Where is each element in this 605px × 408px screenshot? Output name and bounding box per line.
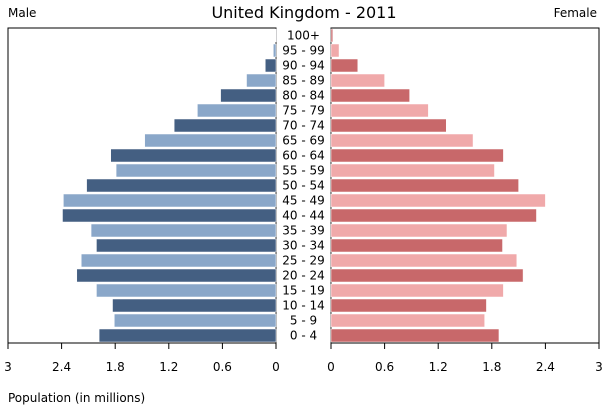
- male-bar-35-39: [90, 223, 277, 238]
- age-group-label: 15 - 19: [282, 284, 325, 298]
- x-tick-label: 0: [327, 360, 335, 374]
- x-tick-label: 3: [4, 360, 12, 374]
- chart-title: United Kingdom - 2011: [211, 3, 396, 22]
- x-tick-label: 1.2: [429, 360, 448, 374]
- age-group-label: 0 - 4: [290, 329, 317, 343]
- male-bar-5-9: [114, 313, 277, 328]
- female-panel: [330, 27, 600, 344]
- x-axis-ticks: 3 2.4 1.8 1.2 0.6 0 0 0.6 1.2 1.8 2.4 3: [4, 343, 603, 374]
- female-bar-10-14: [330, 298, 487, 313]
- female-label: Female: [554, 6, 597, 20]
- x-axis-label: Population (in millions): [8, 391, 145, 405]
- age-group-label: 30 - 34: [282, 239, 325, 253]
- female-bar-55-59: [330, 163, 495, 178]
- male-bar-0-4: [98, 328, 277, 343]
- male-bar-55-59: [115, 163, 277, 178]
- female-bar-95-99: [330, 43, 340, 58]
- x-tick-label: 0.6: [375, 360, 394, 374]
- female-bar-20-24: [330, 268, 524, 283]
- male-bar-30-34: [96, 238, 277, 253]
- male-label: Male: [8, 6, 36, 20]
- age-group-label: 70 - 74: [282, 119, 325, 133]
- male-bar-90-94: [265, 58, 277, 73]
- age-group-label: 65 - 69: [282, 134, 325, 148]
- age-group-label: 25 - 29: [282, 254, 325, 268]
- age-group-label: 95 - 99: [282, 44, 325, 58]
- age-group-label: 60 - 64: [282, 149, 325, 163]
- male-bar-85-89: [246, 73, 277, 88]
- x-tick-label: 0.6: [213, 360, 232, 374]
- age-group-label: 10 - 14: [282, 299, 325, 313]
- x-tick-label: 2.4: [52, 360, 71, 374]
- male-bar-40-44: [62, 208, 277, 223]
- male-bar-50-54: [86, 178, 277, 193]
- female-bar-65-69: [330, 133, 474, 148]
- female-bar-45-49: [330, 193, 546, 208]
- male-bar-100+: [275, 28, 277, 43]
- age-group-label: 55 - 59: [282, 164, 325, 178]
- age-group-label: 80 - 84: [282, 89, 325, 103]
- male-bar-10-14: [112, 298, 277, 313]
- age-group-label: 50 - 54: [282, 179, 325, 193]
- female-bar-75-79: [330, 103, 429, 118]
- x-tick-label: 2.4: [536, 360, 555, 374]
- age-group-label: 100+: [287, 29, 320, 43]
- age-group-label: 5 - 9: [290, 314, 317, 328]
- age-group-label: 35 - 39: [282, 224, 325, 238]
- female-bar-90-94: [330, 58, 359, 73]
- x-tick-label: 1.8: [482, 360, 501, 374]
- male-bar-15-19: [96, 283, 277, 298]
- female-bar-85-89: [330, 73, 385, 88]
- male-bar-95-99: [273, 43, 277, 58]
- male-bar-25-29: [81, 253, 277, 268]
- age-group-label: 45 - 49: [282, 194, 325, 208]
- female-bar-5-9: [330, 313, 485, 328]
- female-bar-60-64: [330, 148, 504, 163]
- male-bar-70-74: [173, 118, 277, 133]
- age-group-label: 20 - 24: [282, 269, 325, 283]
- male-bar-80-84: [220, 88, 277, 103]
- age-group-label: 90 - 94: [282, 59, 325, 73]
- male-bar-75-79: [197, 103, 277, 118]
- age-group-label: 85 - 89: [282, 74, 325, 88]
- female-bar-50-54: [330, 178, 519, 193]
- female-bar-80-84: [330, 88, 410, 103]
- x-tick-label: 3: [595, 360, 603, 374]
- male-bar-20-24: [76, 268, 277, 283]
- female-bar-30-34: [330, 238, 503, 253]
- male-bar-60-64: [110, 148, 277, 163]
- female-bar-25-29: [330, 253, 518, 268]
- age-group-label: 75 - 79: [282, 104, 325, 118]
- x-tick-label: 1.2: [159, 360, 178, 374]
- female-bar-35-39: [330, 223, 508, 238]
- x-tick-label: 0: [272, 360, 280, 374]
- female-bar-70-74: [330, 118, 447, 133]
- male-panel: [7, 27, 277, 344]
- male-bar-65-69: [144, 133, 277, 148]
- female-bar-100+: [330, 28, 334, 43]
- age-group-label: 40 - 44: [282, 209, 325, 223]
- female-bar-0-4: [330, 328, 500, 343]
- male-bar-45-49: [63, 193, 277, 208]
- female-bar-15-19: [330, 283, 504, 298]
- x-tick-label: 1.8: [106, 360, 125, 374]
- female-bar-40-44: [330, 208, 537, 223]
